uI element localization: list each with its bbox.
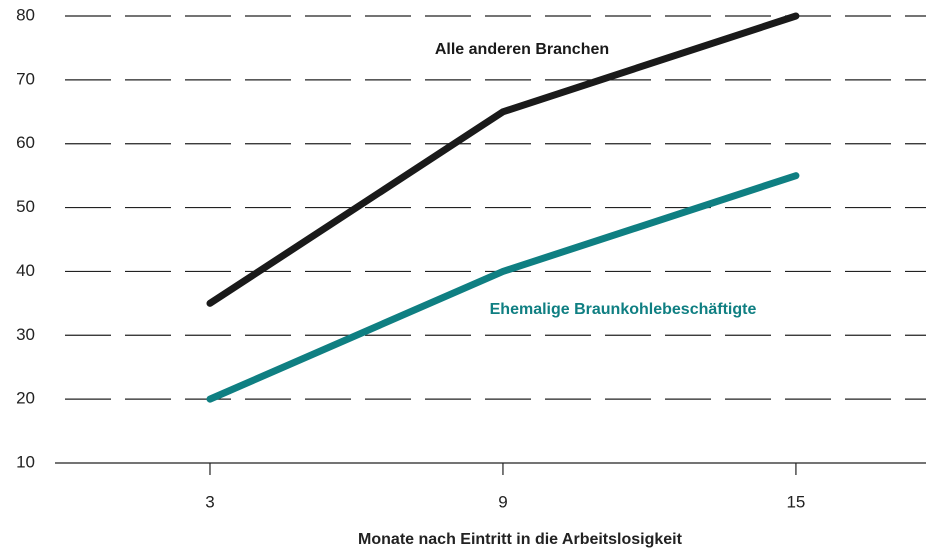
y-tick-label: 20 [16,389,35,408]
y-tick-label: 80 [16,5,35,24]
y-tick-label: 70 [16,69,35,88]
y-tick-label: 50 [16,197,35,216]
x-tick-label: 15 [786,492,805,511]
x-axis-label: Monate nach Eintritt in die Arbeitslosig… [358,531,683,548]
series-line [206,12,800,307]
y-tick-label: 40 [16,261,35,280]
series-label: Alle anderen Branchen [435,41,609,58]
series-label: Ehemalige Braunkohlebeschäftigte [490,301,757,318]
y-tick-label: 60 [16,133,35,152]
x-tick-label: 9 [498,492,507,511]
series-line [206,172,800,403]
y-tick-label: 30 [16,325,35,344]
y-tick-label: 10 [16,452,35,471]
x-tick-label: 3 [205,492,214,511]
